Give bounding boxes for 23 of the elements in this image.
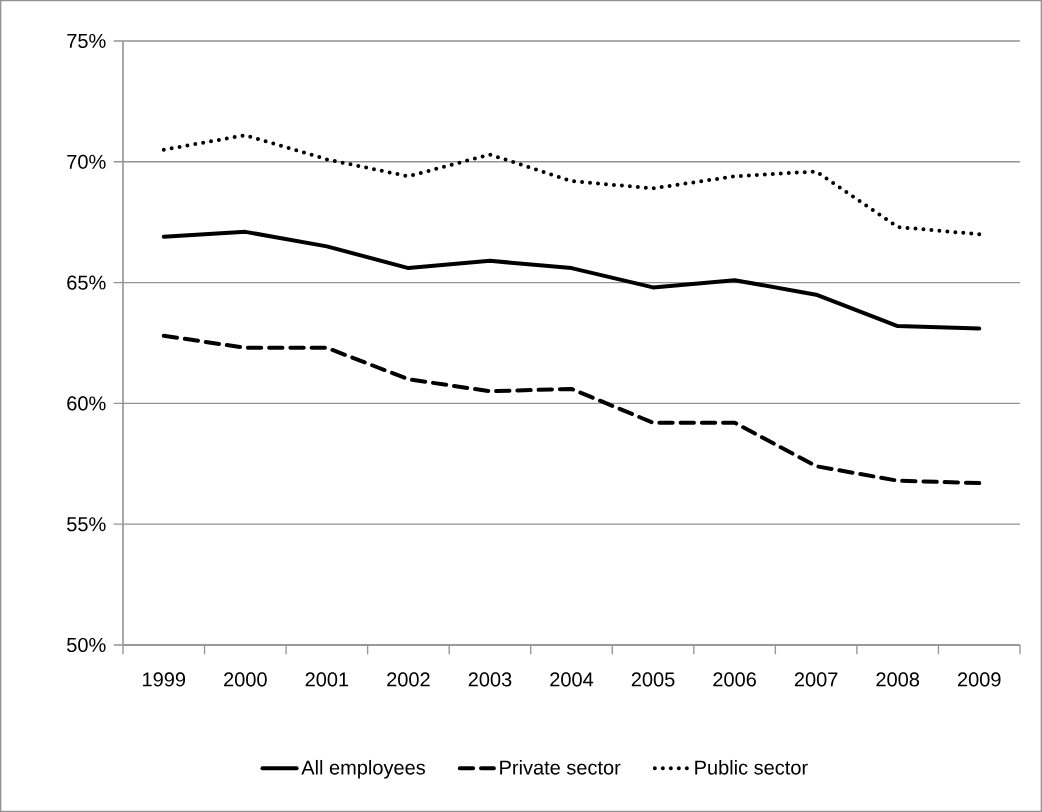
x-tick-label: 2004 xyxy=(550,672,594,687)
x-tick-label: 2009 xyxy=(957,672,1001,687)
y-tick-label: 50% xyxy=(67,637,106,653)
x-tick-label: 2001 xyxy=(305,672,349,687)
x-tick-label: 2002 xyxy=(387,672,430,687)
x-tick-label: 2006 xyxy=(713,672,756,687)
legend-label: Private sector xyxy=(500,759,621,775)
legend-label: All employees xyxy=(301,759,425,779)
line-series xyxy=(161,133,982,237)
y-tick-label: 60% xyxy=(67,396,106,411)
x-tick-label: 2005 xyxy=(631,672,675,687)
x-tick-label: 1999 xyxy=(143,672,186,687)
y-tick-label: 65% xyxy=(67,275,106,290)
x-tick-label: 2008 xyxy=(876,672,920,687)
x-tick-label: 2007 xyxy=(794,672,838,687)
line-series xyxy=(161,333,982,486)
y-tick-label: 55% xyxy=(67,517,106,532)
line-series xyxy=(161,229,982,331)
x-tick-label: 2000 xyxy=(224,672,267,687)
legend-label: Public sector xyxy=(695,759,808,775)
y-tick-label: 70% xyxy=(67,154,106,169)
x-tick-label: 2003 xyxy=(468,672,512,687)
y-tick-label: 75% xyxy=(67,33,106,49)
